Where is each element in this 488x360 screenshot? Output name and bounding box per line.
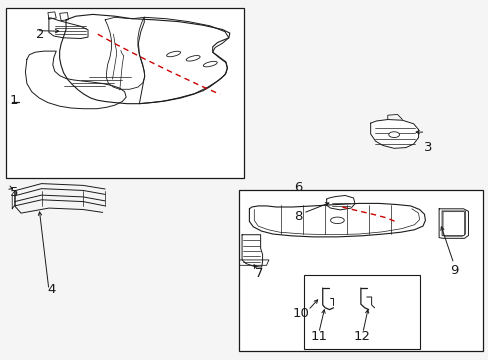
Polygon shape: [370, 120, 418, 148]
Polygon shape: [441, 211, 465, 236]
Text: 8: 8: [293, 210, 302, 222]
Polygon shape: [49, 18, 88, 39]
Text: 6: 6: [293, 181, 302, 194]
Polygon shape: [438, 209, 468, 238]
Text: 9: 9: [449, 264, 458, 276]
Polygon shape: [105, 17, 144, 89]
Text: 2: 2: [36, 28, 44, 41]
Text: 11: 11: [310, 330, 326, 343]
Text: 3: 3: [423, 141, 431, 154]
Polygon shape: [12, 191, 15, 209]
Text: 12: 12: [353, 330, 369, 343]
Ellipse shape: [186, 55, 200, 61]
Polygon shape: [25, 51, 126, 109]
Bar: [6, 8, 243, 178]
Polygon shape: [249, 203, 425, 237]
Ellipse shape: [166, 51, 180, 57]
Polygon shape: [60, 14, 229, 104]
Text: 1: 1: [9, 94, 18, 107]
Text: 7: 7: [254, 267, 263, 280]
Ellipse shape: [388, 132, 399, 138]
FancyBboxPatch shape: [442, 212, 464, 235]
Polygon shape: [60, 13, 68, 21]
Text: 5: 5: [9, 186, 18, 199]
Polygon shape: [48, 12, 56, 19]
Ellipse shape: [330, 217, 344, 224]
Polygon shape: [242, 235, 262, 267]
Bar: [238, 190, 482, 351]
Text: 4: 4: [47, 283, 56, 296]
Polygon shape: [138, 17, 228, 104]
Polygon shape: [326, 195, 354, 210]
Text: 10: 10: [292, 307, 308, 320]
Ellipse shape: [203, 61, 217, 67]
Bar: [304, 275, 419, 349]
